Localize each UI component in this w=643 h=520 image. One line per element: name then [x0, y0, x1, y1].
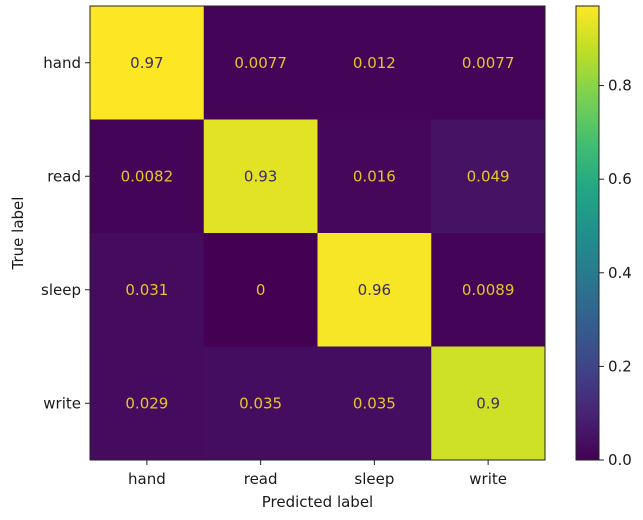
- x-tick-label-write: write: [469, 470, 507, 488]
- heatmap-cell-labels: 0.97 0.0077 0.012 0.0077 0.0082 0.93 0.016 0.04…: [121, 54, 515, 413]
- y-axis-ticks: hand read sleep write: [41, 54, 90, 412]
- heatmap-cells: [90, 6, 546, 461]
- cell-value-label: 0.031: [125, 281, 168, 299]
- cell-value-label: 0.93: [244, 167, 277, 185]
- cell-value-label: 0.0082: [121, 167, 174, 185]
- heatmap-cell-sleep-hand: [90, 233, 205, 347]
- cell-value-label: 0.96: [358, 281, 391, 299]
- colorbar-tick-label: 0.0: [608, 451, 632, 469]
- heatmap-cell-read-read: [203, 119, 318, 234]
- heatmap-cell-read-write: [431, 119, 546, 234]
- cell-value-label: 0: [256, 281, 266, 299]
- plot-frame: [89, 5, 546, 461]
- y-tick-label-sleep: sleep: [41, 281, 81, 299]
- heatmap-cell-hand-read: [203, 6, 318, 120]
- heatmap-cell-read-hand: [90, 119, 205, 234]
- cell-value-label: 0.016: [353, 167, 396, 185]
- cell-value-label: 0.0077: [462, 54, 515, 72]
- colorbar-gradient: [575, 5, 600, 461]
- heatmap-cell-write-write: [431, 346, 546, 461]
- cell-value-label: 0.0077: [234, 54, 287, 72]
- y-tick-label-write: write: [43, 394, 81, 412]
- cell-value-label: 0.0089: [462, 281, 515, 299]
- heatmap-cell-sleep-write: [431, 233, 546, 347]
- colorbar: 0.0 0.2 0.4 0.6 0.8: [575, 5, 632, 469]
- heatmap-cell-sleep-read: [203, 233, 318, 347]
- cell-value-label: 0.9: [476, 394, 500, 412]
- x-axis-label: Predicted label: [262, 493, 373, 511]
- x-tick-label-sleep: sleep: [354, 470, 394, 488]
- colorbar-ticks: 0.0 0.2 0.4 0.6 0.8: [599, 77, 632, 469]
- colorbar-tick-label: 0.8: [608, 77, 632, 95]
- x-tick-label-read: read: [244, 470, 278, 488]
- heatmap-cell-sleep-sleep: [317, 233, 432, 347]
- heatmap-cell-write-sleep: [317, 346, 432, 461]
- y-tick-label-hand: hand: [43, 54, 81, 72]
- heatmap-cell-hand-hand: [90, 6, 205, 120]
- x-tick-label-hand: hand: [128, 470, 166, 488]
- heatmap-cell-write-hand: [90, 346, 205, 461]
- heatmap-cell-hand-write: [431, 6, 546, 120]
- cell-value-label: 0.049: [467, 167, 510, 185]
- heatmap-cell-hand-sleep: [317, 6, 432, 120]
- heatmap-cell-write-read: [203, 346, 318, 461]
- y-tick-label-read: read: [47, 167, 81, 185]
- cell-value-label: 0.035: [353, 394, 396, 412]
- cell-value-label: 0.012: [353, 54, 396, 72]
- y-axis-label: True label: [9, 197, 27, 271]
- cell-value-label: 0.029: [125, 394, 168, 412]
- cell-value-label: 0.035: [239, 394, 282, 412]
- colorbar-tick-label: 0.6: [608, 170, 632, 188]
- cell-value-label: 0.97: [130, 54, 163, 72]
- colorbar-tick-label: 0.4: [608, 264, 632, 282]
- colorbar-tick-label: 0.2: [608, 357, 632, 375]
- x-axis-ticks: hand read sleep write: [128, 460, 507, 488]
- heatmap-cell-read-sleep: [317, 119, 432, 234]
